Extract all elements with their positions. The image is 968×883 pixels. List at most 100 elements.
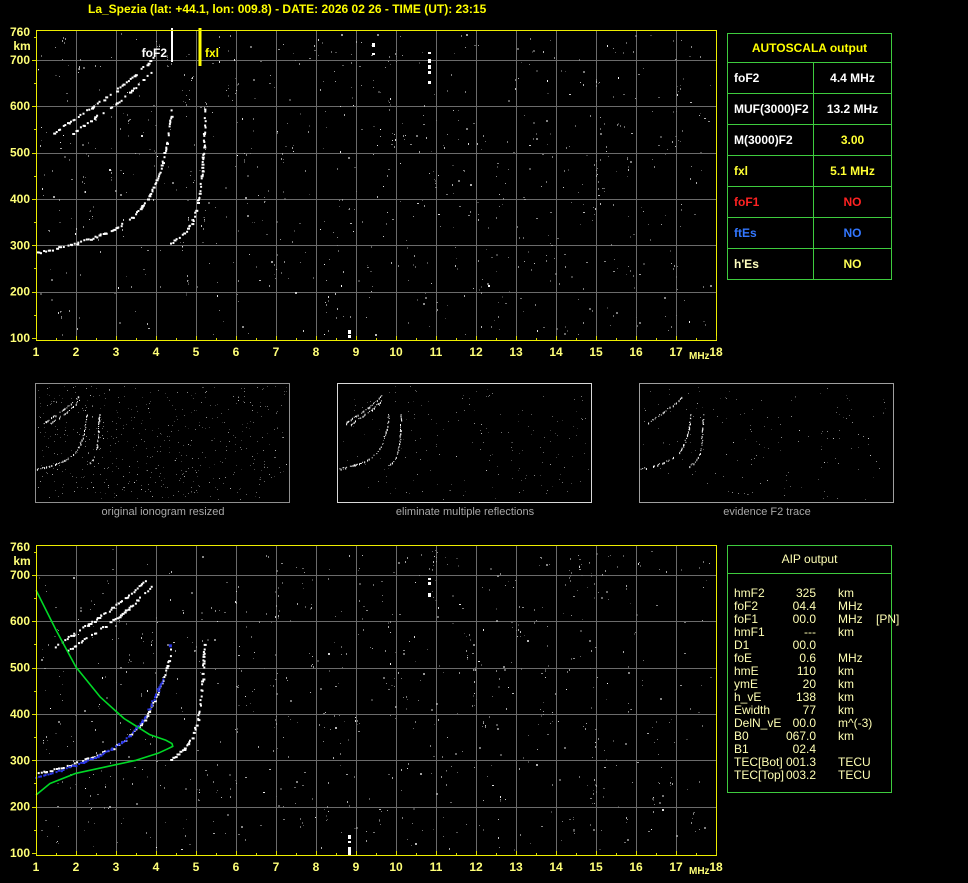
aip-extra	[876, 652, 889, 665]
row-value: 4.4 MHz	[830, 71, 875, 85]
aip-extra	[876, 639, 889, 652]
y-tick-label: 600	[10, 614, 30, 628]
x-tick-label: 7	[273, 345, 280, 359]
aip-row: ymE 20 km	[734, 678, 889, 691]
aip-value: 00.0	[792, 716, 816, 730]
noise-speckles	[39, 549, 712, 851]
y-tick-label: 200	[10, 285, 30, 299]
x-tick-label: 2	[73, 860, 80, 874]
y-tick-label: 400	[10, 192, 30, 206]
row-label: M(3000)F2	[728, 125, 814, 155]
x-tick-label: 1	[33, 345, 40, 359]
thumbnail-caption: eliminate multiple reflections	[395, 506, 535, 518]
aip-value: 04.4	[792, 599, 816, 613]
axis-ticks	[32, 37, 717, 340]
trace	[72, 71, 153, 135]
x-tick-label: 7	[273, 860, 280, 874]
marker-label-fxl: fxl	[205, 46, 219, 60]
isolated-point	[168, 644, 172, 648]
trace	[36, 109, 174, 255]
noise-speckles	[343, 386, 589, 500]
interference-streak	[348, 835, 351, 855]
plot-border	[36, 545, 717, 856]
x-tick-label: 8	[313, 860, 320, 874]
aip-row: TEC[Top] 003.2 TECU	[734, 769, 889, 782]
x-tick-label: 15	[589, 860, 603, 874]
table-row: M(3000)F2 3.00	[728, 124, 891, 155]
x-tick-label: 1	[33, 860, 40, 874]
x-tick-label: 11	[430, 345, 443, 359]
aip-value: 067.0	[785, 729, 816, 743]
row-value: 13.2 MHz	[826, 102, 879, 116]
aip-table-title: AIP output	[728, 546, 891, 574]
aip-row: DelN_vE 00.0 m^(-3)	[734, 717, 889, 730]
y-tick-label: 500	[10, 661, 30, 675]
aip-label: hmF2	[734, 586, 765, 600]
x-tick-label: 18	[709, 860, 723, 874]
interference-streak	[428, 52, 431, 84]
interference-streak	[348, 330, 351, 338]
y-axis-unit: km	[13, 39, 30, 53]
aip-extra	[876, 691, 889, 704]
thumbnail-caption: original ionogram resized	[101, 506, 225, 518]
y-tick-label: 300	[10, 753, 30, 767]
trace	[170, 643, 207, 761]
x-tick-label: 9	[353, 345, 360, 359]
aip-unit: MHz	[838, 599, 863, 613]
grid-lines	[36, 545, 716, 855]
thumbnail-border	[639, 383, 894, 503]
table-row: foF2 4.4 MHz	[728, 63, 891, 93]
trace	[648, 396, 683, 425]
row-value: 3.00	[840, 133, 865, 147]
aip-row: Ewidth 77 km	[734, 704, 889, 717]
row-value: NO	[843, 257, 862, 271]
aip-extra	[876, 626, 889, 639]
x-tick-label: 12	[469, 345, 483, 359]
aip-value: 003.2	[785, 768, 816, 782]
plot-border	[36, 30, 717, 341]
aip-extra: [PN]	[876, 612, 900, 626]
x-axis-unit: MHz	[689, 866, 710, 877]
aip-row: TEC[Bot] 001.3 TECU	[734, 756, 889, 769]
aip-row: hmF1 --- km	[734, 626, 889, 639]
x-tick-label: 16	[629, 345, 643, 359]
x-tick-label: 4	[153, 860, 160, 874]
aip-output-table: AIP output hmF2 325 km foF2 04.4 MHz foF1 00.0 M…	[727, 545, 899, 793]
aip-extra	[876, 704, 889, 717]
x-tick-label: 17	[669, 860, 683, 874]
aip-unit: km	[838, 586, 854, 600]
aip-value: 001.3	[785, 755, 816, 769]
x-tick-label: 10	[389, 345, 403, 359]
trace	[689, 414, 705, 469]
x-tick-label: 14	[549, 345, 563, 359]
aip-label: TEC[Top]	[734, 768, 785, 782]
aip-extra	[876, 743, 889, 756]
aip-label: hmF1	[734, 625, 765, 639]
thumbnail-eliminate-reflections	[337, 383, 592, 503]
aip-unit: km	[838, 664, 854, 678]
interference-streak	[428, 578, 431, 597]
trace	[346, 395, 383, 426]
row-value: NO	[843, 226, 862, 240]
table-row: ftEs NO	[728, 217, 891, 248]
x-tick-label: 5	[193, 860, 200, 874]
aip-value: 00.0	[792, 612, 816, 626]
aip-extra	[876, 769, 889, 782]
interference-streak	[372, 43, 375, 55]
x-tick-label: 13	[509, 860, 523, 874]
x-axis-unit: MHz	[689, 351, 710, 362]
trace	[640, 414, 692, 470]
marker-line-foF2	[171, 28, 173, 62]
table-row: MUF(3000)F2 13.2 MHz	[728, 93, 891, 124]
x-tick-label: 11	[430, 860, 443, 874]
profile-curve	[35, 589, 174, 796]
aip-label: TEC[Bot]	[734, 755, 783, 769]
x-tick-label: 2	[73, 345, 80, 359]
aip-label: Ewidth	[734, 703, 771, 717]
row-label: foF1	[728, 187, 814, 217]
aip-row: foF2 04.4 MHz	[734, 600, 889, 613]
